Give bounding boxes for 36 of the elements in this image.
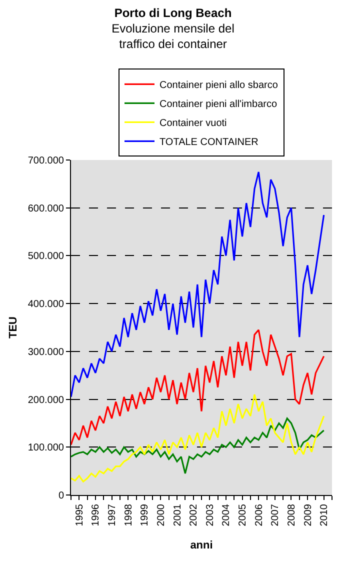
line-series xyxy=(71,171,325,398)
x-tick-label: 2010 xyxy=(319,504,330,526)
x-tick-label: 1996 xyxy=(90,504,102,526)
x-tick-label: 2004 xyxy=(221,504,232,526)
x-tick-label: 1997 xyxy=(107,504,118,526)
x-tick-label: 2005 xyxy=(238,504,249,526)
line-series xyxy=(71,394,325,482)
x-tick-label: 2007 xyxy=(270,504,282,526)
y-axis-title: TEU xyxy=(7,316,20,338)
legend-label: TOTALE CONTAINER xyxy=(160,137,258,148)
legend-label: Container vuoti xyxy=(160,118,227,130)
legend-label: Container pieni all'imbarco xyxy=(160,99,278,110)
x-tick-label: 1998 xyxy=(123,504,134,526)
y-tick-label: 400.000 xyxy=(28,299,64,310)
x-tick-label: 1999 xyxy=(140,504,151,526)
x-tick-label: 2009 xyxy=(302,504,314,526)
line-series xyxy=(71,418,325,474)
x-tick-label: 2001 xyxy=(172,504,184,526)
y-tick-label: 300.000 xyxy=(28,346,64,358)
chart-title: Porto di Long Beach xyxy=(114,6,232,20)
x-tick-label: 1995 xyxy=(74,504,86,526)
x-tick-label: 2000 xyxy=(156,504,167,526)
x-tick-label: 2003 xyxy=(204,504,216,526)
y-tick-label: 0 xyxy=(58,490,64,502)
x-axis-title: anni xyxy=(190,539,213,552)
x-tick-label: 2002 xyxy=(188,504,200,526)
y-tick-label: 100.000 xyxy=(28,442,64,454)
x-tick-label: 2008 xyxy=(286,504,298,526)
x-tick-label: 2006 xyxy=(254,504,265,526)
y-tick-label: 200.000 xyxy=(28,394,64,406)
y-tick-label: 600.000 xyxy=(28,203,64,214)
y-tick-label: 500.000 xyxy=(28,251,64,262)
chart-subtitle: Evoluzione mensile del traffico dei container xyxy=(112,21,234,52)
legend-label: Container pieni allo sbarco xyxy=(160,80,278,92)
line-series xyxy=(71,329,325,446)
y-tick-label: 700.000 xyxy=(28,156,64,166)
